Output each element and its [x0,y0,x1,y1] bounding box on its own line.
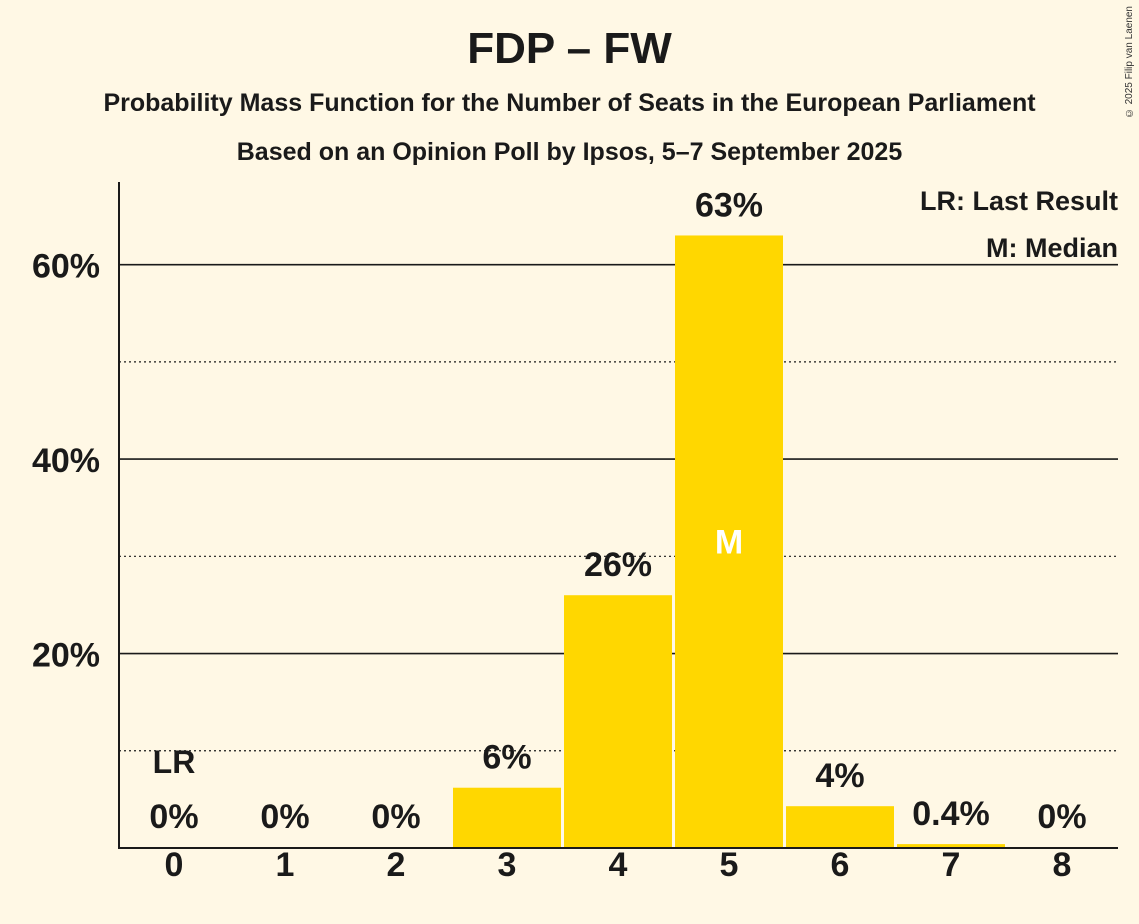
x-tick-label: 7 [942,846,961,884]
last-result-marker: LR [153,744,196,780]
x-tick-label: 3 [498,846,517,884]
value-label: 4% [815,757,864,795]
gridlines [119,263,1118,752]
chart-subtitle: Probability Mass Function for the Number… [103,89,1036,117]
chart-title: FDP – FW [467,24,672,73]
x-tick-label: 6 [831,846,850,884]
value-label: 6% [482,739,531,777]
legend-median: M: Median [986,233,1118,263]
bar-7 [897,844,1005,848]
value-label: 0.4% [912,795,990,833]
bar-5 [675,235,783,848]
axes: 20% 40% 60% 0 1 2 3 4 5 6 7 8 [32,182,1118,884]
value-label: 0% [260,798,309,836]
x-tick-label: 5 [720,846,739,884]
y-tick-label: 60% [32,248,100,286]
x-tick-label: 8 [1053,846,1072,884]
bar-3 [453,787,561,848]
value-label: 0% [149,798,198,836]
chart-subtitle-source: Based on an Opinion Poll by Ipsos, 5–7 S… [236,138,903,166]
value-label: 63% [695,186,763,224]
value-label: 0% [371,798,420,836]
x-tick-label: 2 [387,846,406,884]
y-tick-label: 40% [32,442,100,480]
y-tick-label: 20% [32,637,100,675]
legend-last-result: LR: Last Result [920,186,1118,216]
labels: 0% 0% 0% 6% 26% 63% 4% 0.4% 0% LR M [149,186,1086,836]
value-label: 26% [584,546,652,584]
legend: LR: Last Result M: Median [920,186,1118,263]
x-tick-label: 1 [276,846,295,884]
bars [453,235,1005,848]
bar-6 [786,806,894,848]
bar-4 [564,595,672,848]
x-tick-label: 4 [609,846,628,884]
median-marker: M [715,524,743,562]
x-tick-label: 0 [165,846,184,884]
value-label: 0% [1037,798,1086,836]
